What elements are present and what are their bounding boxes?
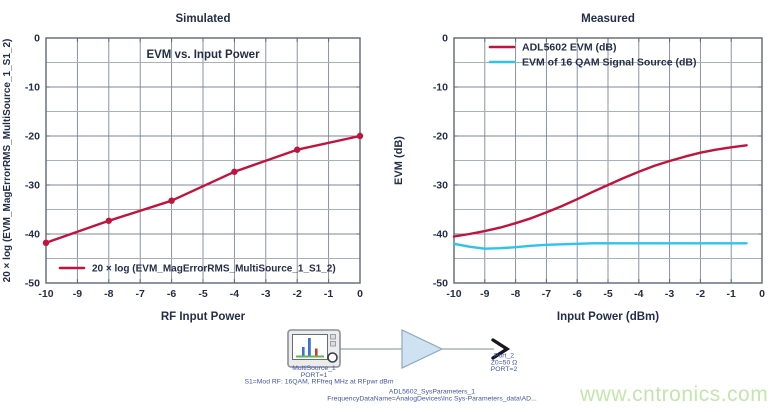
x-axis-label: RF Input Power	[161, 311, 246, 323]
x-tick-label: -7	[542, 288, 551, 300]
amp-params-label: FrequencyDataName=AnalogDevices\Inc Sys-…	[327, 395, 537, 402]
legend-label: 20 × log (EVM_MagErrorRMS_MultiSource_1_…	[92, 264, 336, 275]
simulated-chart: -10 -9 -8 -7 -6 -5 -4 -3 -2 -1 00-10-20-30-40-50Si…	[2, 13, 364, 323]
chart-title: Measured	[581, 13, 635, 25]
y-tick-label: -10	[25, 82, 40, 94]
plot-border	[453, 37, 763, 284]
source-port-label: PORT=1	[301, 372, 328, 379]
output-port-arrow-icon	[491, 338, 511, 360]
series-line	[452, 144, 748, 238]
chart-title: Simulated	[176, 13, 231, 25]
x-tick-label: -6	[167, 288, 176, 300]
x-tick-label: 0	[357, 288, 363, 300]
x-tick-label: -5	[603, 288, 612, 300]
signal-source-icon	[287, 329, 341, 368]
x-tick-label: -10	[446, 288, 461, 300]
data-point-marker	[231, 168, 238, 175]
y-tick-label: -40	[433, 229, 448, 241]
amplifier-icon	[401, 329, 444, 369]
x-tick-label: -3	[261, 288, 270, 300]
x-axis-label: Input Power (dBm)	[557, 311, 659, 323]
x-tick-label: -7	[136, 288, 145, 300]
y-axis-label: 20 × log (EVM_MagErrorRMS_MultiSource_1_…	[2, 39, 13, 283]
data-point-marker	[42, 239, 50, 247]
series-line	[44, 134, 362, 244]
x-tick-label: -5	[198, 288, 207, 300]
x-tick-label: -9	[480, 288, 489, 300]
out-port-num-label: PORT=2	[491, 366, 518, 373]
x-tick-label: -2	[696, 288, 705, 300]
data-point-marker	[168, 197, 175, 204]
circuit-schematic: MultiSource_1 PORT=1 S1=Mod RF: 16QAM, R…	[244, 329, 537, 402]
amp-name-label: ADL5602_SysParameters_1	[389, 389, 475, 396]
x-tick-label: 0	[759, 288, 765, 300]
data-point-marker	[294, 146, 301, 153]
x-tick-label: -6	[573, 288, 582, 300]
y-tick-label: -10	[433, 82, 448, 94]
y-axis-label: EVM (dB)	[393, 136, 405, 185]
y-tick-label: -30	[25, 180, 40, 192]
measured-chart: -10 -9 -8 -7 -6 -5 -4 -3 -2 -1 00-10-20-30-40-50Me…	[393, 13, 765, 323]
plot-border	[45, 37, 361, 284]
legend-label: EVM of 16 QAM Signal Source (dB)	[522, 57, 696, 69]
watermark: www.cntronics.com	[580, 383, 769, 406]
y-tick-label: -40	[25, 229, 40, 241]
x-tick-label: -4	[230, 288, 239, 300]
y-tick-label: 0	[34, 33, 40, 45]
legend-label: ADL5602 EVM (dB)	[522, 42, 617, 54]
x-tick-label: -3	[665, 288, 674, 300]
out-port-z-label: Z0=50 Ω	[491, 359, 517, 366]
x-tick-label: -4	[634, 288, 643, 300]
x-tick-label: -1	[324, 288, 333, 300]
chart-annotation: EVM vs. Input Power	[146, 49, 260, 61]
y-tick-label: -20	[25, 131, 40, 143]
data-point-marker	[356, 132, 364, 140]
y-tick-label: -30	[433, 180, 448, 192]
x-tick-label: -9	[73, 288, 82, 300]
y-tick-label: -20	[433, 131, 448, 143]
x-tick-label: -8	[511, 288, 520, 300]
x-tick-label: -8	[104, 288, 113, 300]
y-tick-label: -50	[433, 278, 448, 290]
source-params-label: S1=Mod RF: 16QAM, RFfreq MHz at RFpwr dB…	[244, 379, 393, 386]
out-port-name-label: Port_2	[494, 353, 514, 360]
x-tick-label: -10	[38, 288, 53, 300]
series-line	[452, 242, 748, 250]
x-tick-label: -2	[293, 288, 302, 300]
y-tick-label: 0	[442, 33, 448, 45]
y-tick-label: -50	[25, 278, 40, 290]
source-name-label: MultiSource_1	[292, 365, 336, 372]
data-point-marker	[105, 217, 113, 224]
x-tick-label: -1	[727, 288, 736, 300]
